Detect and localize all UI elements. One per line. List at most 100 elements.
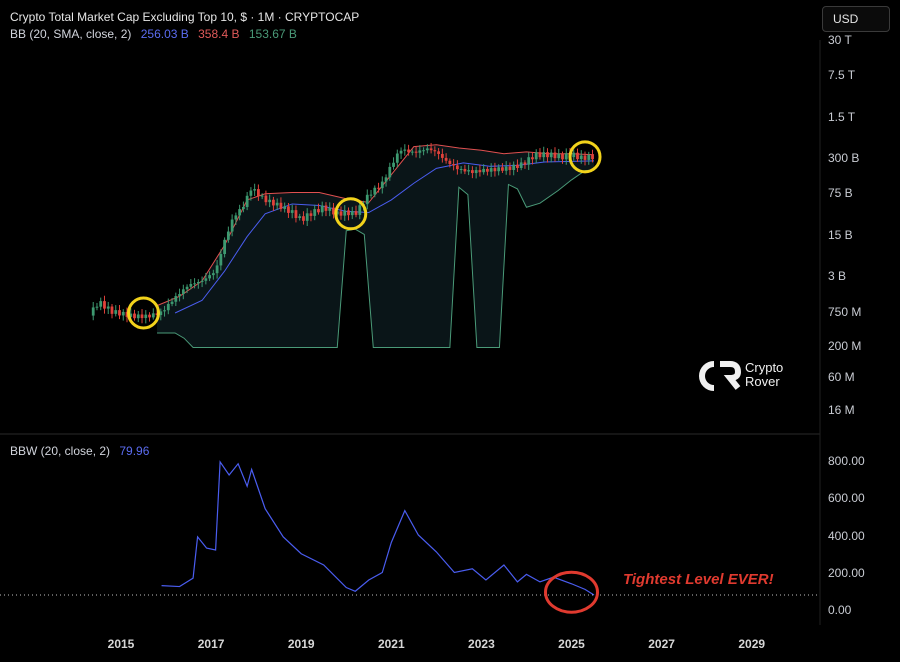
candle-body [257, 189, 260, 197]
candle-body [215, 265, 219, 274]
candle-body [309, 213, 313, 216]
candle-body [234, 215, 238, 220]
candle-body [591, 155, 594, 160]
candle-body [354, 211, 358, 215]
candle-body [328, 207, 332, 211]
candle-body [200, 280, 204, 282]
candle-body [538, 152, 542, 158]
candle-body [208, 275, 211, 279]
candle-body [523, 162, 527, 165]
candle-body [542, 152, 546, 158]
candle-body [211, 273, 215, 276]
bb-basis-value: 256.03 B [140, 27, 189, 41]
candle-body [392, 162, 395, 167]
year-tick-label: 2017 [198, 637, 225, 651]
price-tick-label: 300 B [828, 151, 859, 165]
candle-body [486, 168, 489, 172]
logo-line-2: Rover [745, 374, 780, 389]
candle-body [579, 155, 583, 160]
price-tick-label: 16 M [828, 403, 855, 417]
candle-body [482, 168, 486, 173]
candle-body [403, 149, 407, 151]
candle-body [493, 168, 497, 172]
candle-body [369, 194, 373, 196]
year-tick-label: 2021 [378, 637, 405, 651]
bb-legend[interactable]: BB (20, SMA, close, 2) 256.03 B 358.4 B … [10, 27, 297, 41]
candle-body [425, 148, 429, 151]
candle-body [534, 152, 538, 160]
candle-body [238, 209, 242, 216]
candle-body [290, 210, 294, 213]
candle-body [178, 294, 181, 297]
price-tick-label: 75 B [828, 186, 853, 200]
candle-body [474, 170, 478, 174]
bbw-tick-label: 800.00 [828, 454, 865, 468]
candle-body [504, 166, 508, 171]
candle-body [196, 281, 200, 284]
candle-body [99, 301, 103, 307]
bbw-label: BBW (20, close, 2) [10, 444, 111, 458]
candle-body [103, 301, 106, 309]
candle-body [377, 187, 380, 189]
candle-body [163, 310, 166, 312]
candle-body [414, 151, 418, 153]
candle-body [91, 307, 95, 316]
logo-text: Crypto Rover [745, 361, 783, 389]
candle-body [437, 151, 441, 154]
candle-body [320, 205, 324, 213]
candle-body [260, 195, 264, 197]
candle-body [527, 157, 531, 165]
candle-body [166, 303, 170, 311]
candle-body [455, 165, 459, 170]
candle-body [347, 210, 350, 216]
candle-body [583, 155, 587, 160]
candle-body [272, 199, 275, 206]
candle-body [193, 283, 196, 285]
candle-body [549, 152, 553, 158]
candle-body [298, 216, 302, 218]
currency-selector[interactable]: USD [822, 6, 890, 32]
candle-body [110, 306, 114, 314]
candle-body [305, 213, 309, 221]
candle-body [407, 149, 410, 153]
candle-body [159, 311, 163, 316]
candle-body [253, 189, 257, 191]
candle-body [189, 283, 193, 287]
squeeze-highlight-circle [334, 197, 368, 231]
bbw-tick-label: 400.00 [828, 529, 865, 543]
bbw-legend[interactable]: BBW (20, close, 2) 79.96 [10, 444, 155, 458]
candle-body [418, 150, 422, 153]
year-tick-label: 2029 [738, 637, 765, 651]
candle-body [553, 152, 557, 159]
candle-body [106, 306, 110, 309]
candle-body [512, 164, 516, 171]
chart-title: Crypto Total Market Cap Excluding Top 10… [10, 10, 360, 24]
logo-line-1: Crypto [745, 360, 784, 375]
candle-body [452, 164, 456, 166]
candle-body [478, 170, 482, 173]
candle-body [343, 210, 347, 216]
price-tick-label: 200 M [828, 339, 861, 353]
candle-body [373, 187, 377, 195]
candle-body [399, 150, 403, 154]
price-tick-label: 3 B [828, 269, 846, 283]
candle-body [125, 311, 129, 317]
candle-body [302, 216, 305, 221]
candle-body [489, 168, 493, 172]
candle-body [181, 289, 185, 295]
candle-body [95, 306, 99, 308]
candle-body [324, 205, 328, 211]
bb-lower-line [157, 169, 595, 349]
candle-body [268, 199, 272, 203]
tightest-level-annotation: Tightest Level EVER! [623, 571, 774, 588]
candle-body [410, 151, 414, 153]
candle-body [121, 311, 125, 316]
candle-body [279, 202, 283, 209]
bbw-tick-label: 600.00 [828, 491, 865, 505]
candle-body [395, 153, 399, 163]
candle-body [448, 160, 452, 165]
candle-body [350, 211, 354, 216]
candle-body [358, 205, 362, 215]
candle-body [380, 181, 384, 189]
